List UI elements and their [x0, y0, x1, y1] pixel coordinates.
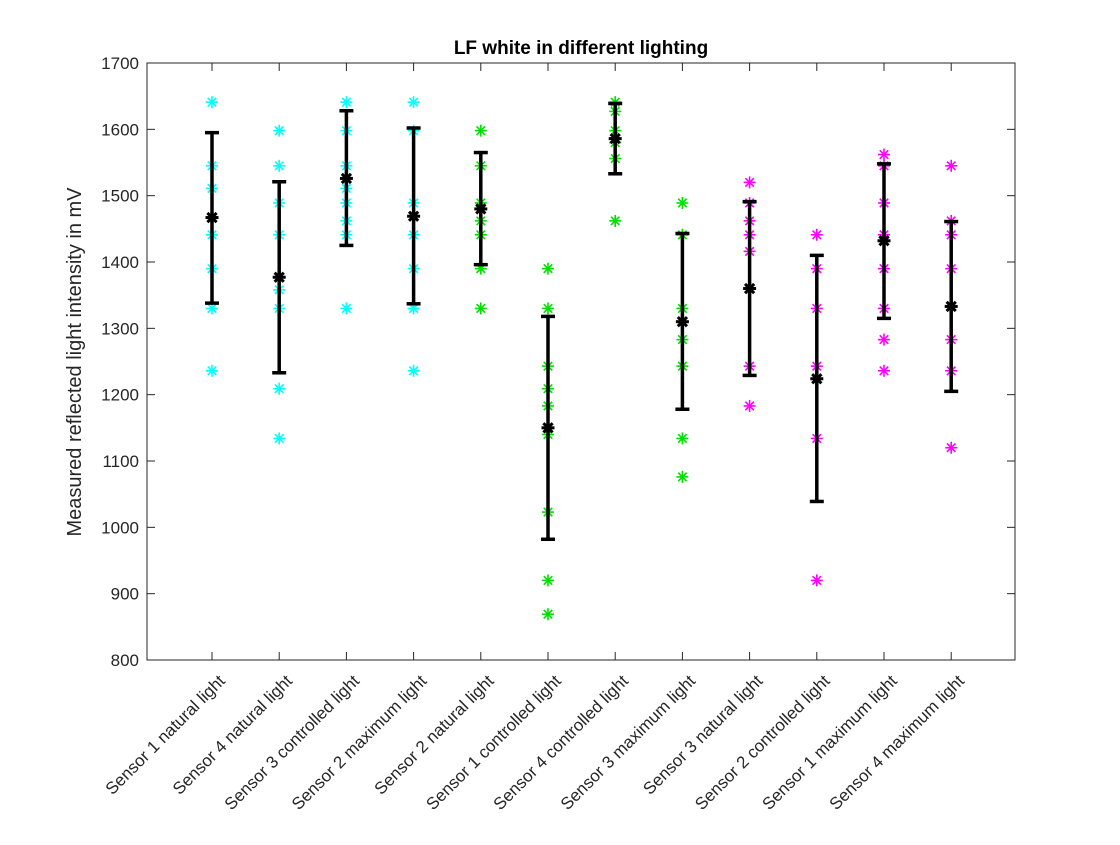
data-point [542, 302, 554, 315]
y-tick-label: 1400 [101, 253, 139, 272]
data-point [273, 382, 286, 395]
data-point [542, 574, 554, 587]
data-point [273, 159, 286, 172]
data-point [206, 302, 218, 315]
y-axis-title: Measured reflected light intensity in mV [64, 187, 86, 537]
mean-marker [944, 299, 958, 313]
error-bars [205, 101, 959, 542]
mean-marker [272, 270, 286, 284]
data-point [474, 302, 487, 315]
mean-marker [675, 315, 689, 329]
data-point [273, 124, 286, 137]
data-point [676, 432, 689, 445]
data-point [273, 432, 286, 445]
data-point [206, 96, 218, 109]
data-point [878, 333, 890, 346]
y-tick-label: 1100 [102, 452, 139, 471]
data-point [542, 608, 554, 621]
data-point [474, 124, 487, 137]
data-point [810, 574, 823, 587]
data-point [340, 302, 353, 315]
y-tick-label: 800 [111, 651, 139, 670]
y-tick-label: 900 [111, 585, 139, 604]
data-point [945, 441, 958, 454]
data-point [743, 399, 756, 412]
y-tick-label: 1200 [101, 386, 139, 405]
data-point [206, 364, 218, 377]
data-point [407, 96, 420, 109]
data-point [945, 159, 958, 172]
data-point [743, 176, 756, 189]
data-point [609, 214, 622, 227]
mean-marker [608, 132, 622, 146]
data-point [676, 470, 689, 483]
y-tick-label: 1000 [101, 518, 139, 537]
mean-marker [877, 234, 891, 248]
data-point [407, 364, 420, 377]
data-point [878, 148, 890, 161]
mean-marker [407, 209, 421, 223]
data-point [810, 228, 823, 241]
y-tick-label: 1500 [101, 187, 139, 206]
mean-marker [474, 202, 488, 216]
mean-marker [810, 372, 824, 386]
plot-area [146, 62, 1016, 661]
mean-marker [743, 282, 757, 296]
data-point [676, 196, 689, 209]
y-tick-label: 1600 [101, 120, 139, 139]
y-tick-label: 1700 [101, 54, 139, 73]
y-tick-label: 1300 [101, 319, 139, 338]
chart-title: LF white in different lighting [454, 38, 708, 59]
mean-marker [339, 171, 353, 185]
data-point [878, 364, 890, 377]
data-point [340, 96, 353, 109]
data-point [542, 262, 554, 275]
mean-marker [541, 421, 555, 435]
mean-marker [205, 211, 219, 225]
y-axis-ticks: 800 900 1000 1100 1200 1300 1400 1500 1600 1700 [101, 54, 1015, 670]
